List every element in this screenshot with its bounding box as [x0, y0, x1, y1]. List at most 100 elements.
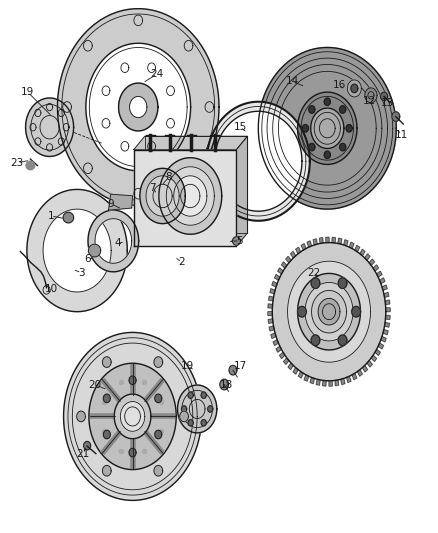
Polygon shape [220, 379, 229, 390]
Polygon shape [154, 465, 162, 476]
Polygon shape [268, 319, 273, 324]
Polygon shape [275, 274, 280, 280]
Polygon shape [114, 394, 151, 439]
Polygon shape [272, 243, 386, 381]
Polygon shape [273, 340, 279, 345]
Polygon shape [350, 242, 354, 248]
Polygon shape [154, 357, 162, 367]
Polygon shape [338, 278, 347, 288]
Text: 1: 1 [48, 211, 54, 221]
Polygon shape [27, 189, 127, 312]
Polygon shape [229, 366, 237, 375]
Text: 16: 16 [332, 80, 346, 90]
Text: 19: 19 [181, 361, 194, 372]
Polygon shape [102, 465, 111, 476]
Polygon shape [305, 282, 353, 341]
Polygon shape [351, 84, 358, 93]
Text: 14: 14 [286, 77, 299, 86]
Text: 17: 17 [233, 361, 247, 372]
Text: 12: 12 [363, 95, 376, 106]
Polygon shape [346, 125, 352, 132]
Polygon shape [201, 392, 206, 398]
Polygon shape [313, 239, 317, 245]
Polygon shape [288, 261, 371, 362]
Polygon shape [180, 411, 188, 422]
Polygon shape [311, 278, 320, 288]
Text: 18: 18 [220, 379, 233, 390]
Polygon shape [88, 210, 139, 272]
Polygon shape [282, 262, 287, 268]
Polygon shape [369, 259, 374, 265]
Polygon shape [311, 335, 320, 345]
Polygon shape [335, 380, 339, 386]
Polygon shape [382, 285, 387, 290]
Polygon shape [383, 329, 388, 335]
Polygon shape [324, 98, 330, 106]
Polygon shape [208, 406, 213, 412]
Polygon shape [385, 316, 390, 319]
Polygon shape [270, 289, 275, 294]
Polygon shape [318, 298, 340, 325]
Polygon shape [84, 441, 91, 450]
Polygon shape [386, 308, 390, 312]
Polygon shape [319, 238, 323, 244]
Text: 4: 4 [114, 238, 121, 247]
Polygon shape [357, 370, 362, 376]
Text: 6: 6 [84, 254, 91, 263]
Polygon shape [344, 240, 348, 246]
Text: 11: 11 [395, 130, 408, 140]
Polygon shape [293, 368, 298, 374]
Polygon shape [103, 394, 110, 402]
Polygon shape [346, 376, 351, 383]
Polygon shape [233, 237, 240, 245]
Polygon shape [283, 358, 289, 365]
Polygon shape [207, 102, 310, 221]
Polygon shape [159, 158, 222, 235]
Polygon shape [64, 333, 201, 500]
Polygon shape [177, 385, 217, 433]
Polygon shape [134, 150, 237, 246]
Text: 13: 13 [381, 98, 394, 108]
Polygon shape [181, 406, 187, 412]
Text: 5: 5 [237, 236, 243, 246]
Polygon shape [174, 176, 207, 216]
Polygon shape [301, 244, 306, 250]
Polygon shape [26, 161, 35, 169]
Polygon shape [302, 125, 308, 132]
Polygon shape [268, 296, 273, 301]
Polygon shape [278, 268, 283, 274]
Polygon shape [140, 168, 185, 224]
Polygon shape [381, 336, 386, 342]
Polygon shape [339, 143, 346, 151]
Text: 8: 8 [166, 172, 172, 182]
Polygon shape [304, 375, 309, 381]
Text: 22: 22 [307, 268, 321, 278]
Polygon shape [120, 401, 145, 431]
Text: 21: 21 [76, 449, 89, 458]
Text: 15: 15 [233, 122, 247, 132]
Text: 3: 3 [78, 268, 85, 278]
Polygon shape [237, 136, 247, 246]
Polygon shape [103, 430, 110, 439]
Polygon shape [375, 349, 380, 356]
Polygon shape [129, 448, 136, 457]
Polygon shape [326, 237, 329, 243]
Polygon shape [276, 346, 282, 352]
Polygon shape [360, 249, 365, 256]
Polygon shape [119, 83, 158, 131]
Polygon shape [392, 112, 400, 122]
Polygon shape [288, 363, 293, 369]
Polygon shape [323, 381, 326, 386]
Polygon shape [381, 92, 388, 101]
Polygon shape [339, 106, 346, 113]
Polygon shape [307, 241, 311, 247]
Polygon shape [355, 245, 360, 252]
Polygon shape [311, 108, 344, 149]
Polygon shape [377, 271, 382, 277]
Polygon shape [286, 256, 291, 263]
Polygon shape [201, 419, 206, 426]
Polygon shape [290, 252, 296, 258]
Polygon shape [378, 343, 384, 349]
Polygon shape [109, 194, 133, 210]
Polygon shape [296, 247, 300, 254]
